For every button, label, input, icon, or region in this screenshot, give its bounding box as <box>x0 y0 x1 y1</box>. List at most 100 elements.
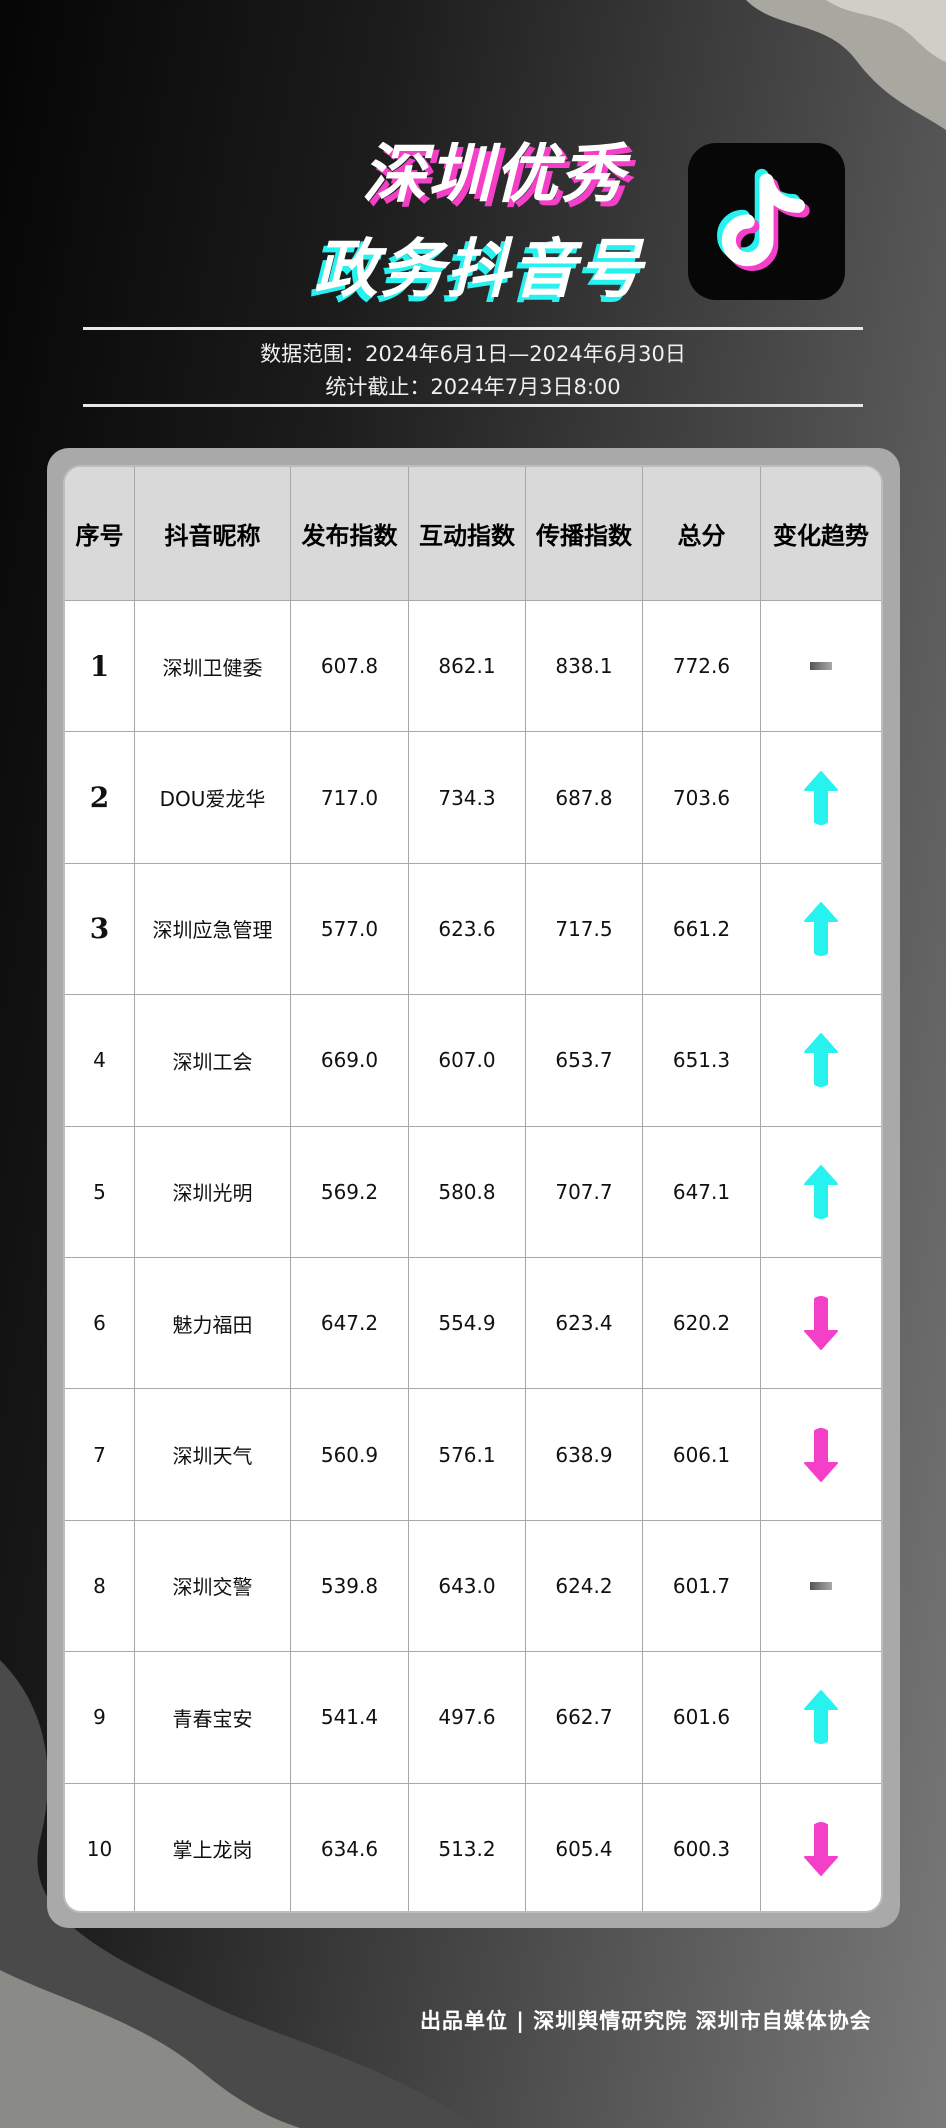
trend-cell <box>761 1258 881 1388</box>
interact-cell: 554.9 <box>409 1257 526 1389</box>
footer-credits: 出品单位 | 深圳舆情研究院 深圳市自媒体协会 <box>420 2009 872 2033</box>
name-cell: 深圳应急管理 <box>135 863 291 995</box>
spread-cell: 838.1 <box>526 601 643 732</box>
col-trend: 变化趋势 <box>773 522 869 550</box>
spread-cell: 638.9 <box>526 1389 643 1520</box>
trend-up-arrow-icon <box>804 1690 838 1745</box>
rank-cell: 7 <box>65 1389 135 1520</box>
ranking-table: 序号 抖音昵称 发布指数 互动指数 传播指数 总分 变化趋势 1 深圳卫健委 607… <box>63 465 883 1913</box>
title-line-1: 深圳优秀 <box>362 138 626 212</box>
publish-cell: 539.8 <box>291 1520 409 1652</box>
spread-cell: 687.8 <box>526 732 643 863</box>
decorative-blob-bottom-left <box>0 1660 480 2128</box>
total-cell: 620.2 <box>643 1257 761 1389</box>
trend-cell <box>761 1127 881 1257</box>
rank-cell: 5 <box>65 1126 135 1257</box>
table-row: 9 青春宝安 541.4 497.6 662.7 601.6 <box>65 1652 881 1784</box>
total-cell: 651.3 <box>643 995 761 1126</box>
interact-cell: 862.1 <box>409 601 526 732</box>
spread-cell: 605.4 <box>526 1783 643 1911</box>
col-total: 总分 <box>643 467 761 600</box>
name-cell: 深圳卫健委 <box>135 601 291 732</box>
publish-cell: 669.0 <box>291 995 409 1126</box>
interact-cell: 623.6 <box>409 863 526 995</box>
rank-cell: 9 <box>65 1652 135 1783</box>
trend-cell <box>761 995 881 1125</box>
data-range: 数据范围：2024年6月1日—2024年6月30日 <box>260 342 686 366</box>
spread-cell: 624.2 <box>526 1520 643 1652</box>
interact-cell: 607.0 <box>409 995 526 1126</box>
total-cell: 600.3 <box>643 1783 761 1911</box>
col-interact: 互动指数 <box>409 467 526 600</box>
table-row: 5 深圳光明 569.2 580.8 707.7 647.1 <box>65 1126 881 1258</box>
table-row: 7 深圳天气 560.9 576.1 638.9 606.1 <box>65 1389 881 1521</box>
spread-cell: 717.5 <box>526 863 643 995</box>
table-row: 2 DOU爱龙华 717.0 734.3 687.8 703.6 <box>65 732 881 864</box>
trend-down-arrow-icon <box>804 1296 838 1351</box>
name-cell: DOU爱龙华 <box>135 732 291 863</box>
divider-bottom <box>83 404 863 407</box>
rank-cell: 4 <box>65 995 135 1126</box>
rank-cell: 1 <box>65 601 135 732</box>
table-row: 3 深圳应急管理 577.0 623.6 717.5 661.2 <box>65 863 881 996</box>
trend-flat-dash-icon <box>810 662 832 671</box>
rank-cell: 2 <box>65 732 135 863</box>
spread-cell: 623.4 <box>526 1257 643 1389</box>
table-row: 1 深圳卫健委 607.8 862.1 838.1 772.6 <box>65 601 881 733</box>
trend-down-arrow-icon <box>804 1427 838 1482</box>
interact-cell: 580.8 <box>409 1126 526 1257</box>
total-cell: 703.6 <box>643 732 761 863</box>
trend-up-arrow-icon <box>804 1033 838 1088</box>
decorative-blob-top-right <box>746 0 946 130</box>
trend-cell <box>761 601 881 731</box>
total-cell: 661.2 <box>643 863 761 995</box>
name-cell: 深圳天气 <box>135 1389 291 1520</box>
col-publish: 发布指数 <box>291 467 409 600</box>
trend-cell <box>761 1389 881 1519</box>
douyin-logo-icon <box>688 143 845 300</box>
interact-cell: 643.0 <box>409 1520 526 1652</box>
interact-cell: 734.3 <box>409 732 526 863</box>
trend-cell <box>761 864 881 994</box>
name-cell: 深圳光明 <box>135 1126 291 1257</box>
publish-cell: 541.4 <box>291 1652 409 1783</box>
name-cell: 掌上龙岗 <box>135 1783 291 1911</box>
trend-cell <box>761 732 881 862</box>
trend-cell <box>761 1521 881 1651</box>
publish-cell: 569.2 <box>291 1126 409 1257</box>
table-row: 8 深圳交警 539.8 643.0 624.2 601.7 <box>65 1520 881 1653</box>
name-cell: 青春宝安 <box>135 1652 291 1783</box>
table-row: 4 深圳工会 669.0 607.0 653.7 651.3 <box>65 995 881 1127</box>
col-name: 抖音昵称 <box>135 467 291 600</box>
spread-cell: 653.7 <box>526 995 643 1126</box>
publish-cell: 577.0 <box>291 863 409 995</box>
title-line-2: 政务抖音号 <box>314 233 644 307</box>
table-row: 6 魅力福田 647.2 554.9 623.4 620.2 <box>65 1257 881 1390</box>
col-rank: 序号 <box>65 467 135 600</box>
rank-cell: 10 <box>65 1783 135 1911</box>
trend-flat-dash-icon <box>810 1581 832 1590</box>
total-cell: 647.1 <box>643 1126 761 1257</box>
publish-cell: 647.2 <box>291 1257 409 1389</box>
publish-cell: 560.9 <box>291 1389 409 1520</box>
trend-up-arrow-icon <box>804 770 838 825</box>
publish-cell: 717.0 <box>291 732 409 863</box>
interact-cell: 513.2 <box>409 1783 526 1911</box>
trend-cell <box>761 1652 881 1782</box>
name-cell: 深圳交警 <box>135 1520 291 1652</box>
publish-cell: 607.8 <box>291 601 409 732</box>
col-spread: 传播指数 <box>526 467 643 600</box>
divider-top <box>83 327 863 330</box>
rank-cell: 3 <box>65 863 135 995</box>
table-row: 10 掌上龙岗 634.6 513.2 605.4 600.3 <box>65 1783 881 1911</box>
interact-cell: 497.6 <box>409 1652 526 1783</box>
name-cell: 魅力福田 <box>135 1257 291 1389</box>
total-cell: 601.7 <box>643 1520 761 1652</box>
trend-up-arrow-icon <box>804 1164 838 1219</box>
trend-cell <box>761 1784 881 1911</box>
spread-cell: 707.7 <box>526 1126 643 1257</box>
table-header: 序号 抖音昵称 发布指数 互动指数 传播指数 总分 变化趋势 <box>65 467 881 601</box>
spread-cell: 662.7 <box>526 1652 643 1783</box>
trend-up-arrow-icon <box>804 901 838 956</box>
